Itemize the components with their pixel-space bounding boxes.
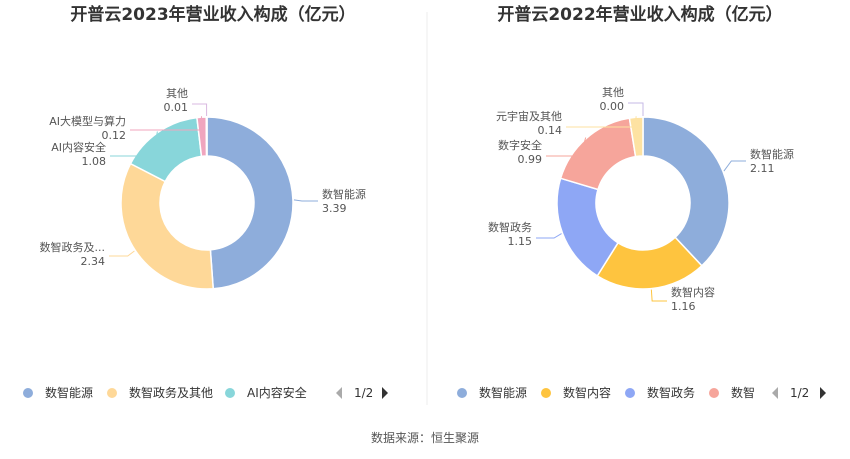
leader-line <box>536 233 562 239</box>
leader-line <box>130 116 202 131</box>
leader-line <box>566 116 637 128</box>
slice-value-label: 1.15 <box>508 235 533 248</box>
leader-line <box>192 103 208 117</box>
leader-line <box>628 102 644 116</box>
legend-swatch <box>625 388 635 398</box>
slice-name-label: AI内容安全 <box>51 140 106 154</box>
slice-name-label: 数智政务及... <box>40 240 106 254</box>
leader-line <box>293 199 318 202</box>
legend-swatch <box>541 388 551 398</box>
legend-pager-2022: 1/2 <box>772 386 826 400</box>
leader-line <box>546 137 587 157</box>
legend-item-label[interactable]: 数智能源 <box>45 385 93 400</box>
slice-value-label: 3.39 <box>322 202 347 215</box>
donut-2022 <box>556 116 730 290</box>
slice-value-label: 0.99 <box>518 153 543 166</box>
data-source: 数据来源：恒生聚源 <box>371 430 479 445</box>
slice-value-label: 0.14 <box>538 124 563 137</box>
legend-item-label[interactable]: 数智政务及其他 <box>129 385 213 400</box>
legend-swatch <box>23 388 33 398</box>
legend-item-label[interactable]: 数智能源 <box>479 385 527 400</box>
legend-item-label[interactable]: 数智内容 <box>563 385 611 400</box>
next-page-icon[interactable] <box>382 387 388 399</box>
legend-pager-2023: 1/2 <box>336 386 388 400</box>
chart-2023: 开普云2023年营业收入构成（亿元） 数智能源3.39数智政务及...2.34A… <box>23 4 388 400</box>
chart-title-2022: 开普云2022年营业收入构成（亿元） <box>497 4 782 25</box>
slice-labels-2022: 数智能源2.11数智内容1.16数智政务1.15数字安全0.99元宇宙及其他0.… <box>488 86 794 313</box>
chart-title-2023: 开普云2023年营业收入构成（亿元） <box>70 4 355 25</box>
slice-labels-2023: 数智能源3.39数智政务及...2.34AI内容安全1.08AI大模型与算力0.… <box>40 87 367 268</box>
donut-slice[interactable] <box>206 116 294 290</box>
slice-value-label: 1.16 <box>671 300 696 313</box>
slice-name-label: 数智政务 <box>488 220 532 234</box>
donut-slice[interactable] <box>559 117 637 191</box>
leader-line <box>723 160 746 172</box>
donut-2023 <box>120 116 294 290</box>
prev-page-icon[interactable] <box>772 387 778 399</box>
legend-item-label[interactable]: AI内容安全 <box>247 385 307 400</box>
slice-name-label: 数智内容 <box>671 285 715 299</box>
legend-swatch <box>457 388 467 398</box>
slice-value-label: 1.08 <box>82 155 107 168</box>
page-indicator: 1/2 <box>790 386 809 400</box>
slice-name-label: 数智能源 <box>750 147 794 161</box>
legend-swatch <box>709 388 719 398</box>
legend-swatch <box>107 388 117 398</box>
leader-line <box>650 289 667 302</box>
donut-slice[interactable] <box>120 162 215 290</box>
donut-slice[interactable] <box>642 116 730 267</box>
slice-value-label: 0.00 <box>600 100 625 113</box>
leader-line <box>109 250 135 257</box>
leader-line <box>110 131 158 157</box>
legend-2022: 数智能源 数智内容 数智政务 数智 <box>457 385 755 400</box>
legend-item-label[interactable]: 数智 <box>731 385 755 400</box>
page-indicator: 1/2 <box>354 386 373 400</box>
next-page-icon[interactable] <box>820 387 826 399</box>
slice-value-label: 2.11 <box>750 162 775 175</box>
slice-name-label: 其他 <box>602 86 624 99</box>
donut-slice[interactable] <box>205 116 208 157</box>
slice-value-label: 0.12 <box>102 129 127 142</box>
legend-swatch <box>225 388 235 398</box>
slice-value-label: 2.34 <box>81 255 106 268</box>
slice-name-label: 数字安全 <box>498 138 542 152</box>
slice-name-label: 元宇宙及其他 <box>496 109 562 123</box>
legend-item-label[interactable]: 数智政务 <box>647 385 695 400</box>
slice-name-label: 其他 <box>166 87 188 100</box>
legend-2023: 数智能源 数智政务及其他 AI内容安全 <box>23 385 307 400</box>
slice-value-label: 0.01 <box>164 101 189 114</box>
slice-name-label: AI大模型与算力 <box>49 114 126 128</box>
prev-page-icon[interactable] <box>336 387 342 399</box>
chart-2022: 开普云2022年营业收入构成（亿元） 数智能源2.11数智内容1.16数智政务1… <box>457 4 826 400</box>
slice-name-label: 数智能源 <box>322 187 366 201</box>
